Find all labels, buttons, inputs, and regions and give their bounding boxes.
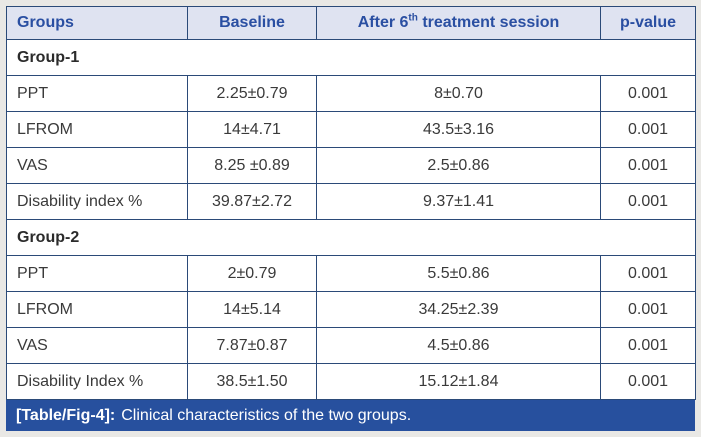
baseline-value: 2±0.79: [187, 255, 317, 292]
section-title: Group-2: [6, 219, 696, 256]
caption-tag: [Table/Fig-4]:: [16, 406, 116, 424]
section-title: Group-1: [6, 39, 696, 76]
pvalue: 0.001: [600, 183, 696, 220]
table-figure: Groups Baseline After 6th treatment sess…: [6, 6, 696, 431]
pvalue: 0.001: [600, 111, 696, 148]
column-header-groups: Groups: [6, 6, 188, 40]
after-value: 43.5±3.16: [316, 111, 601, 148]
table-row: Disability Index % 38.5±1.50 15.12±1.84 …: [6, 363, 696, 400]
figure-caption: [Table/Fig-4]: Clinical characteristics …: [6, 400, 695, 431]
ordinal-superscript: th: [408, 12, 418, 24]
pvalue: 0.001: [600, 147, 696, 184]
after-value: 34.25±2.39: [316, 291, 601, 328]
table-row: LFROM 14±5.14 34.25±2.39 0.001: [6, 291, 696, 328]
pvalue: 0.001: [600, 363, 696, 400]
section-row-group-2: Group-2: [6, 219, 696, 256]
column-header-after-treatment: After 6th treatment session: [316, 6, 601, 40]
baseline-value: 38.5±1.50: [187, 363, 317, 400]
row-label: PPT: [6, 255, 188, 292]
after-value: 4.5±0.86: [316, 327, 601, 364]
table-row: PPT 2.25±0.79 8±0.70 0.001: [6, 75, 696, 112]
table-row: PPT 2±0.79 5.5±0.86 0.001: [6, 255, 696, 292]
pvalue: 0.001: [600, 75, 696, 112]
clinical-characteristics-table: Groups Baseline After 6th treatment sess…: [6, 6, 696, 400]
column-header-pvalue: p-value: [600, 6, 696, 40]
row-label: LFROM: [6, 111, 188, 148]
table-row: LFROM 14±4.71 43.5±3.16 0.001: [6, 111, 696, 148]
pvalue: 0.001: [600, 327, 696, 364]
row-label: Disability index %: [6, 183, 188, 220]
baseline-value: 39.87±2.72: [187, 183, 317, 220]
baseline-value: 7.87±0.87: [187, 327, 317, 364]
table-row: Disability index % 39.87±2.72 9.37±1.41 …: [6, 183, 696, 220]
after-value: 9.37±1.41: [316, 183, 601, 220]
row-label: VAS: [6, 327, 188, 364]
column-header-baseline: Baseline: [187, 6, 317, 40]
after-value: 5.5±0.86: [316, 255, 601, 292]
after-value: 8±0.70: [316, 75, 601, 112]
row-label: Disability Index %: [6, 363, 188, 400]
pvalue: 0.001: [600, 291, 696, 328]
table-row: VAS 7.87±0.87 4.5±0.86 0.001: [6, 327, 696, 364]
baseline-value: 14±4.71: [187, 111, 317, 148]
baseline-value: 2.25±0.79: [187, 75, 317, 112]
baseline-value: 8.25 ±0.89: [187, 147, 317, 184]
after-value: 2.5±0.86: [316, 147, 601, 184]
pvalue: 0.001: [600, 255, 696, 292]
header-row: Groups Baseline After 6th treatment sess…: [6, 6, 696, 40]
caption-text: Clinical characteristics of the two grou…: [121, 406, 412, 424]
row-label: LFROM: [6, 291, 188, 328]
row-label: PPT: [6, 75, 188, 112]
section-row-group-1: Group-1: [6, 39, 696, 76]
baseline-value: 14±5.14: [187, 291, 317, 328]
table-row: VAS 8.25 ±0.89 2.5±0.86 0.001: [6, 147, 696, 184]
row-label: VAS: [6, 147, 188, 184]
after-value: 15.12±1.84: [316, 363, 601, 400]
